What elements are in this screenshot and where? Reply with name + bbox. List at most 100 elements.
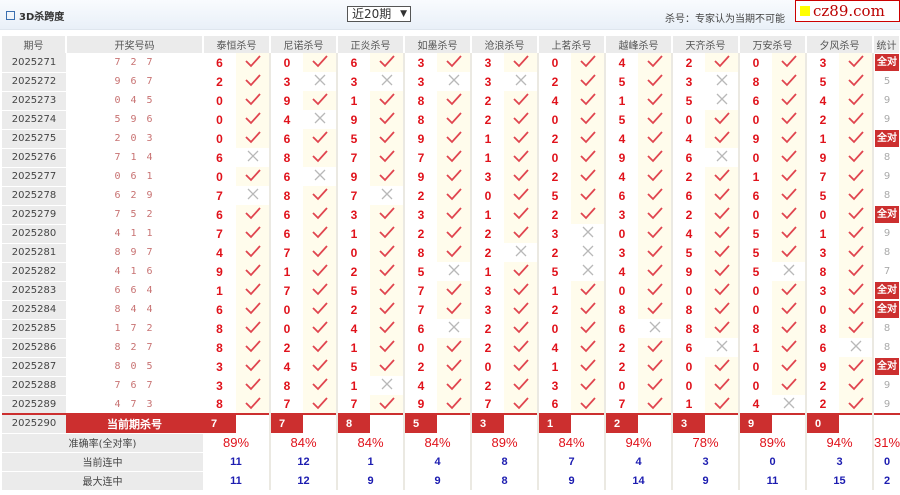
cross-icon	[705, 148, 740, 167]
all-correct-badge: 全对	[875, 358, 899, 375]
max-streak-label: 最大连中	[2, 471, 203, 491]
kill-number: 6	[685, 340, 693, 355]
check-icon	[303, 91, 338, 110]
kill-number: 1	[819, 131, 827, 146]
kill-number: 2	[551, 302, 559, 317]
check-icon	[705, 300, 740, 319]
check-icon	[370, 205, 405, 224]
check-icon	[638, 205, 673, 224]
kill-number: 8	[819, 321, 827, 336]
check-icon	[504, 110, 539, 129]
hit-count: 5	[883, 76, 891, 87]
kill-number: 7	[819, 169, 827, 184]
check-icon	[571, 357, 606, 376]
hit-count: 8	[883, 152, 891, 163]
kill-number: 3	[216, 359, 223, 374]
kill-number: 9	[283, 93, 291, 108]
chevron-down-icon: ▼	[400, 9, 407, 19]
kill-number: 8	[283, 188, 291, 203]
kill-number: 0	[283, 321, 291, 336]
kill-number: 3	[417, 207, 425, 222]
kill-number: 6	[216, 150, 223, 165]
check-icon	[236, 110, 271, 129]
kill-number: 0	[618, 283, 626, 298]
issue-cell: 2025278	[2, 186, 66, 206]
stat-cell: 9	[873, 376, 900, 395]
kill-number: 6	[350, 55, 358, 70]
issue-cell: 2025275	[2, 129, 66, 149]
kill-number: 2	[551, 207, 559, 222]
kill-number: 0	[551, 55, 559, 70]
kill-number: 3	[484, 169, 492, 184]
kill-number: 3	[283, 74, 291, 89]
header-expert: 万安杀号	[739, 36, 807, 53]
hit-count: 9	[883, 228, 891, 239]
check-icon	[236, 338, 271, 357]
draw-number: 4 1 1	[114, 228, 155, 239]
kill-number: 9	[417, 169, 425, 184]
check-icon	[303, 319, 338, 338]
accuracy-value: 84%	[270, 433, 338, 452]
kill-number: 0	[551, 150, 559, 165]
check-icon	[370, 395, 405, 414]
draw-number: 6 6 4	[114, 285, 155, 296]
panel-title: 3D杀跨度	[6, 8, 64, 23]
check-icon	[370, 148, 405, 167]
current-kill-number: 0	[806, 414, 839, 433]
stat-cell: 5	[873, 72, 900, 91]
site-logo[interactable]: cz89.com	[795, 0, 900, 22]
current-kill-number: 2	[605, 414, 638, 433]
hit-count: 7	[883, 266, 891, 277]
check-icon	[437, 186, 472, 205]
header-expert: 尼诺杀号	[270, 36, 338, 53]
draw-number: 4 7 3	[114, 398, 155, 410]
current-streak-value: 12	[270, 452, 338, 471]
table-row: 2025271 7 2 7 6 0 6 3 3 0 4 2 0 3 全对	[2, 53, 900, 73]
kill-number: 4	[216, 245, 223, 260]
logo-square-icon	[800, 6, 810, 16]
kill-number: 0	[216, 93, 223, 108]
check-icon	[504, 205, 539, 224]
check-icon	[504, 91, 539, 110]
issue-cell: 2025289	[2, 395, 66, 415]
check-icon	[705, 110, 740, 129]
stat-cell: 全对	[873, 357, 900, 376]
check-icon	[370, 357, 405, 376]
check-icon	[437, 357, 472, 376]
kill-number: 1	[551, 359, 559, 374]
kill-number: 7	[283, 397, 291, 411]
period-select[interactable]: 近20期 ▼	[347, 6, 411, 22]
check-icon	[437, 376, 472, 395]
check-icon	[437, 205, 472, 224]
kill-number: 1	[350, 340, 358, 355]
check-icon	[370, 281, 405, 300]
accuracy-value: 78%	[672, 433, 740, 452]
kill-number: 4	[618, 55, 626, 70]
draw-number: 8 4 4	[114, 304, 155, 315]
check-icon	[705, 224, 740, 243]
check-icon	[705, 243, 740, 262]
hit-count: 8	[883, 342, 891, 353]
draw-number: 8 2 7	[114, 342, 155, 353]
kill-number: 2	[484, 321, 492, 336]
check-icon	[705, 376, 740, 395]
check-icon	[437, 148, 472, 167]
all-correct-badge: 全对	[875, 301, 899, 318]
kill-number: 0	[752, 207, 760, 222]
cross-icon	[303, 72, 338, 91]
check-icon	[303, 224, 338, 243]
current-kill-number: 9	[739, 414, 772, 433]
check-icon	[236, 205, 271, 224]
check-icon	[370, 129, 405, 148]
cross-icon	[370, 186, 405, 205]
kill-number: 0	[484, 359, 492, 374]
accuracy-value: 89%	[739, 433, 807, 452]
kill-number: 8	[618, 302, 626, 317]
kill-number: 3	[685, 74, 693, 89]
max-streak-stat: 2	[883, 474, 891, 487]
kill-number: 8	[819, 264, 827, 279]
table-row: 2025288 7 6 7 3 8 1 4 2 3 0 0 0 2 9	[2, 376, 900, 396]
max-streak-value: 11	[203, 471, 271, 490]
check-icon	[437, 300, 472, 319]
check-icon	[839, 224, 874, 243]
